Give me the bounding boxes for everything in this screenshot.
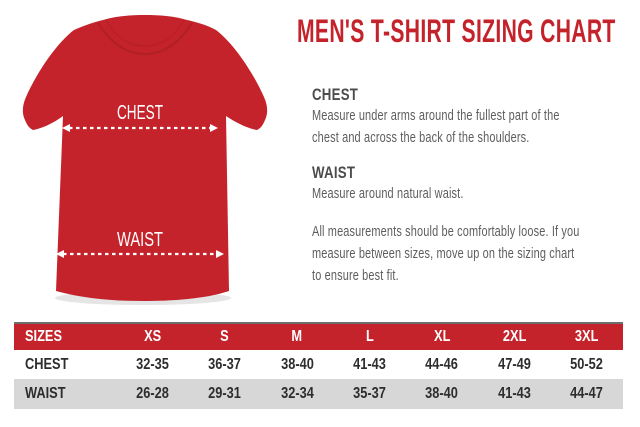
waist-arrow-right-icon <box>216 250 224 258</box>
sizing-table: SIZES XS S M L XL 2XL 3XL CHEST 32-35 36… <box>14 322 623 409</box>
chest-row-value: 50-52 <box>570 355 604 373</box>
chest-row-label: CHEST <box>25 355 69 373</box>
chest-section-heading: CHEST <box>312 85 359 104</box>
tshirt-svg: CHEST WAIST <box>22 15 268 305</box>
fit-note-text-line: measure between sizes, move up on the si… <box>312 245 575 262</box>
chest-row-value: 38-40 <box>280 355 314 373</box>
fit-note-text-line: to ensure best fit. <box>312 267 399 284</box>
waist-row-value: 41-43 <box>497 385 531 402</box>
chest-section-text-line: Measure under arms around the fullest pa… <box>312 107 560 124</box>
waist-section-text-line: Measure around natural waist. <box>312 185 464 202</box>
shirt-chest-label: CHEST <box>117 102 163 124</box>
chest-row-value: 44-46 <box>425 355 459 373</box>
waist-arrow-left-icon <box>56 250 64 258</box>
col-header-l: L <box>365 328 374 345</box>
tshirt-illustration: CHEST WAIST <box>0 0 290 320</box>
col-header-3xl: 3XL <box>575 328 599 345</box>
shirt-body <box>22 15 268 301</box>
chest-measure-line <box>62 124 218 132</box>
chest-row-value: 47-49 <box>497 355 531 373</box>
waist-row-value: 44-47 <box>570 385 604 402</box>
chest-section: CHEST Measure under arms around the full… <box>312 85 640 149</box>
col-header-s: S <box>220 328 229 345</box>
shirt-waist-label: WAIST <box>117 229 163 251</box>
waist-row-value: 32-34 <box>280 385 314 402</box>
chest-row-value: 32-35 <box>135 355 169 373</box>
col-header-sizes: SIZES <box>25 328 62 345</box>
waist-row-value: 35-37 <box>353 385 386 402</box>
collar-band <box>97 22 193 56</box>
waist-row-label: WAIST <box>25 385 66 402</box>
chest-arrow-right-icon <box>210 124 218 132</box>
table-row-chest: CHEST 32-35 36-37 38-40 41-43 44-46 47-4… <box>14 350 623 379</box>
chest-row-value: 36-37 <box>208 355 242 373</box>
waist-row-value: 38-40 <box>425 385 459 402</box>
chest-row-value: 41-43 <box>353 355 386 373</box>
waist-row-value: 29-31 <box>208 385 242 402</box>
col-header-xl: XL <box>433 328 451 345</box>
page-title: MEN'S T-SHIRT SIZING CHART <box>297 13 616 49</box>
col-header-2xl: 2XL <box>502 328 527 345</box>
chest-section-text-line: chest and across the back of the shoulde… <box>312 129 530 146</box>
table-header-row: SIZES XS S M L XL 2XL 3XL <box>14 323 623 350</box>
chest-arrow-left-icon <box>62 124 70 132</box>
fit-note-text-line: All measurements should be comfortably l… <box>312 223 580 240</box>
table-row-waist: WAIST 26-28 29-31 32-34 35-37 38-40 41-4… <box>14 379 623 409</box>
waist-section: WAIST Measure around natural waist. <box>312 163 520 205</box>
collar-inner-line <box>105 19 185 47</box>
col-header-m: M <box>291 328 303 345</box>
waist-row-value: 26-28 <box>135 385 169 402</box>
col-header-xs: XS <box>143 328 161 345</box>
waist-section-heading: WAIST <box>312 163 356 182</box>
fit-note: All measurements should be comfortably l… <box>312 221 640 287</box>
waist-measure-line <box>56 250 224 258</box>
